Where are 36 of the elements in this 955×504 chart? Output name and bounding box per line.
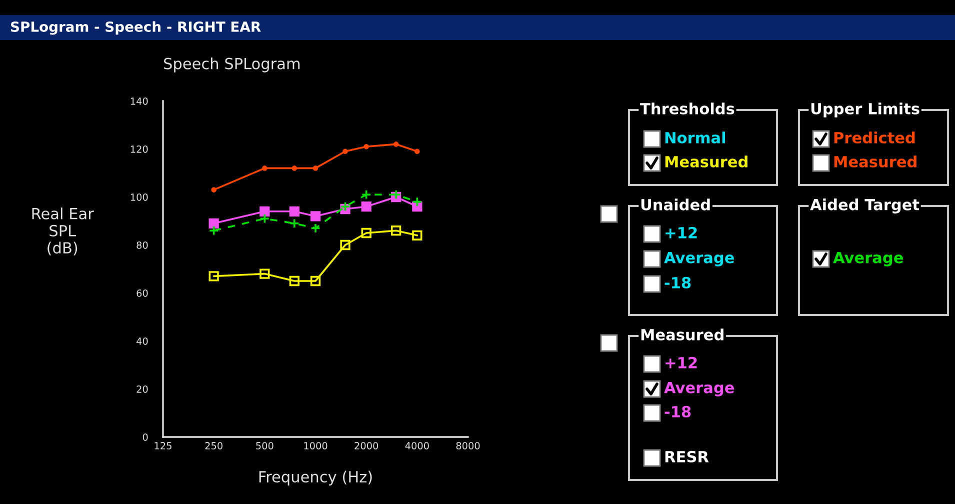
text: Normal <box>665 132 725 144</box>
text: Average <box>664 252 734 266</box>
y-tick-label: 120 <box>130 145 148 153</box>
x-axis-title: Frequency (Hz) <box>259 470 372 486</box>
y-tick-label: 20 <box>136 385 148 393</box>
text: Measured <box>834 156 916 168</box>
x-tick-label: 2000 <box>354 442 378 450</box>
y-tick-label: 40 <box>136 337 148 345</box>
x-tick-label: 500 <box>256 442 274 450</box>
x-tick-label: 125 <box>154 442 172 450</box>
y-tick-label: 140 <box>130 97 148 105</box>
text: Upper Limits <box>811 102 920 118</box>
text: Measured <box>665 156 748 168</box>
text: +12 <box>666 226 697 238</box>
text: Aided Target <box>810 198 920 214</box>
x-tick-label: 1000 <box>304 442 328 450</box>
x-tick-label: 8000 <box>456 442 480 450</box>
text: -18 <box>664 276 691 288</box>
text: Predicted <box>834 132 915 144</box>
chart-title: Speech SPLogram <box>164 58 300 72</box>
y-tick-label: 80 <box>136 241 148 249</box>
text: +12 <box>666 356 697 368</box>
x-tick-label: 4000 <box>405 442 429 450</box>
y-axis-title: Real Ear SPL (dB) <box>32 208 94 256</box>
text: Measured <box>641 328 724 340</box>
text: -18 <box>664 406 691 418</box>
y-tick-label: 100 <box>130 193 148 201</box>
x-tick-label: 250 <box>205 442 222 450</box>
y-tick-label: 0 <box>142 433 148 441</box>
y-tick-label: 60 <box>136 289 148 297</box>
text: Thresholds <box>640 102 734 114</box>
text: Average <box>833 252 903 266</box>
text: SPLogram - Speech - RIGHT EAR <box>10 21 261 35</box>
text: Unaided <box>641 198 710 210</box>
text: RESR <box>665 450 709 462</box>
text: Average <box>664 382 734 396</box>
